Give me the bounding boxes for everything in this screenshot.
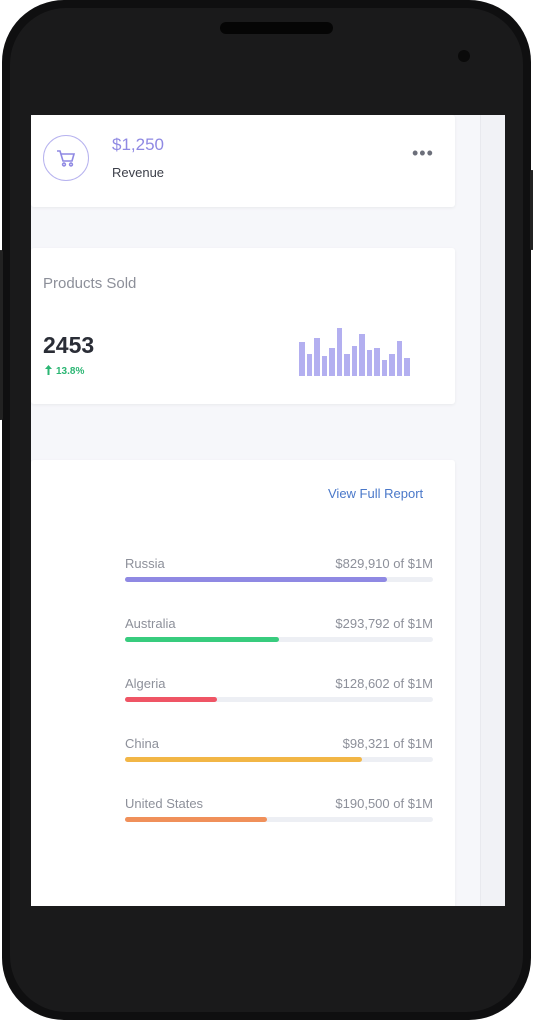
country-amount: $190,500 of $1M bbox=[335, 796, 433, 811]
country-name: United States bbox=[125, 796, 204, 811]
cart-icon bbox=[43, 135, 89, 181]
spark-bar bbox=[321, 356, 327, 376]
progress-track bbox=[125, 577, 433, 582]
country-name: Russia bbox=[125, 556, 165, 571]
spark-bar bbox=[381, 360, 387, 376]
change-percent: 13.8% bbox=[56, 366, 85, 377]
power-button bbox=[530, 170, 533, 250]
arrow-up-icon bbox=[45, 365, 52, 378]
country-amount: $128,602 of $1M bbox=[335, 676, 433, 691]
side-panel bbox=[480, 115, 505, 906]
spark-bar bbox=[314, 338, 320, 376]
sales-sparkline bbox=[299, 328, 434, 376]
country-amount: $98,321 of $1M bbox=[342, 736, 433, 751]
progress-track bbox=[125, 757, 433, 762]
country-row-algeria: Algeria $128,602 of $1M bbox=[125, 676, 433, 716]
more-horizontal-icon[interactable]: ••• bbox=[412, 143, 434, 163]
country-amount: $293,792 of $1M bbox=[335, 616, 433, 631]
spark-bar bbox=[306, 354, 312, 376]
spark-bar bbox=[299, 342, 305, 376]
spark-bar bbox=[344, 354, 350, 376]
country-row-united-states: United States $190,500 of $1M bbox=[125, 796, 433, 836]
country-name: China bbox=[125, 736, 159, 751]
progress-fill bbox=[125, 757, 363, 762]
screen: $1,250 Revenue ••• Products Sold 2453 13… bbox=[31, 115, 505, 906]
spark-bar bbox=[404, 358, 410, 376]
speaker-grille bbox=[220, 22, 333, 34]
country-amount: $829,910 of $1M bbox=[335, 556, 433, 571]
sales-by-country-card: View Full Report Russia $829,910 of $1M … bbox=[31, 460, 455, 906]
progress-track bbox=[125, 817, 433, 822]
country-row-australia: Australia $293,792 of $1M bbox=[125, 616, 433, 656]
front-camera bbox=[458, 50, 470, 62]
revenue-label: Revenue bbox=[112, 165, 165, 180]
country-row-russia: Russia $829,910 of $1M bbox=[125, 556, 433, 596]
progress-fill bbox=[125, 577, 387, 582]
country-name: Australia bbox=[125, 616, 176, 631]
progress-track bbox=[125, 637, 433, 642]
volume-button bbox=[0, 250, 3, 420]
products-sold-card: Products Sold 2453 13.8% bbox=[31, 248, 455, 404]
products-sold-title: Products Sold bbox=[43, 275, 137, 292]
progress-fill bbox=[125, 697, 218, 702]
spark-bar bbox=[374, 348, 380, 376]
progress-fill bbox=[125, 817, 267, 822]
products-sold-change: 13.8% bbox=[45, 365, 84, 378]
country-row-china: China $98,321 of $1M bbox=[125, 736, 433, 776]
view-full-report-link[interactable]: View Full Report bbox=[328, 486, 424, 501]
progress-track bbox=[125, 697, 433, 702]
spark-bar bbox=[329, 348, 335, 376]
spark-bar bbox=[359, 334, 365, 376]
products-sold-value: 2453 bbox=[43, 332, 95, 358]
spark-bar bbox=[396, 341, 402, 376]
revenue-value: $1,250 bbox=[112, 135, 164, 154]
spark-bar bbox=[366, 350, 372, 376]
spark-bar bbox=[389, 354, 395, 376]
country-name: Algeria bbox=[125, 676, 166, 691]
revenue-card: $1,250 Revenue ••• bbox=[31, 115, 455, 207]
spark-bar bbox=[336, 328, 342, 376]
progress-fill bbox=[125, 637, 279, 642]
spark-bar bbox=[351, 346, 357, 376]
